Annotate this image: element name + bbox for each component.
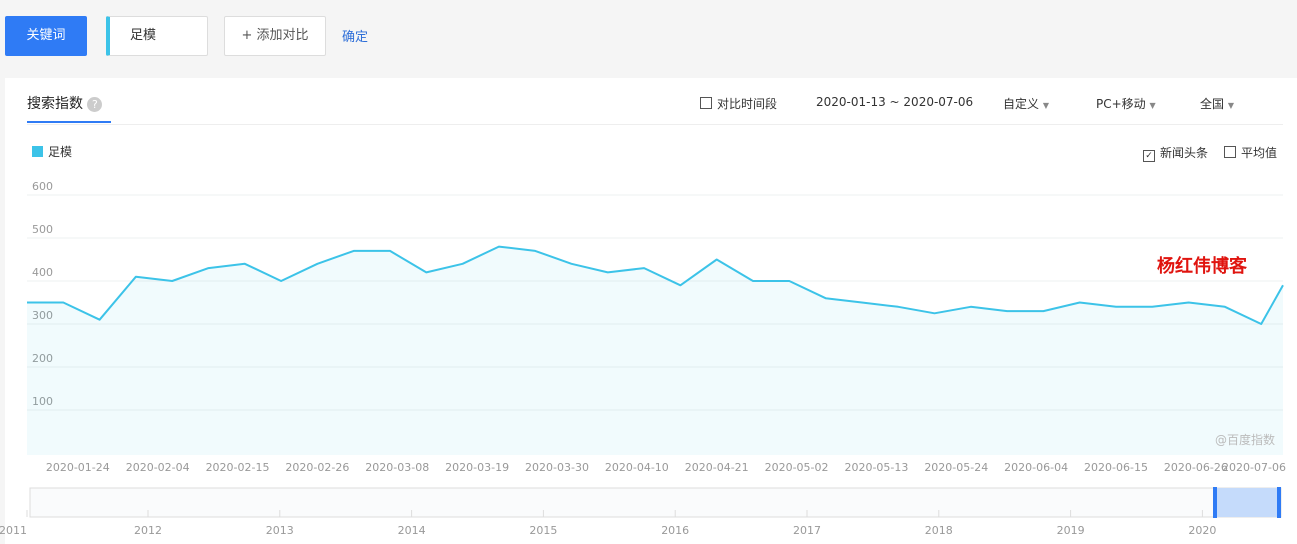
keyword-button[interactable]: 关键词 [5, 16, 87, 56]
x-tick-label: 2020-05-02 [765, 461, 829, 474]
tab[interactable]: 搜索指数 ? [27, 93, 103, 113]
x-tick-label: 2020-07-06 [1222, 461, 1286, 474]
timeline-year: 2011 [0, 524, 27, 537]
device[interactable]: PC+移动 ▼ [1096, 97, 1156, 111]
x-tick-label: 2020-05-13 [844, 461, 908, 474]
add-compare[interactable]: + 添加对比 [224, 16, 326, 56]
divider [27, 124, 1283, 125]
confirm[interactable]: 确定 [342, 30, 369, 45]
x-tick-label: 2020-02-26 [285, 461, 349, 474]
x-tick-label: 2020-03-19 [445, 461, 509, 474]
timeline-year: 2016 [661, 524, 689, 537]
x-tick-label: 2020-04-21 [685, 461, 749, 474]
region[interactable]: 全国 ▼ [1200, 97, 1234, 111]
timeline-year: 2018 [925, 524, 953, 537]
x-tick-label: 2020-01-24 [46, 461, 110, 474]
x-tick-label: 2020-06-26 [1164, 461, 1228, 474]
y-tick-label: 100 [32, 395, 53, 408]
x-tick-label: 2020-06-15 [1084, 461, 1148, 474]
timeline-year: 2017 [793, 524, 821, 537]
compare-toggle[interactable]: 对比时间段 [700, 95, 777, 112]
custom[interactable]: 自定义 ▼ [1003, 97, 1049, 111]
timeline-year: 2015 [529, 524, 557, 537]
y-tick-label: 300 [32, 309, 53, 322]
timeline-handle[interactable] [1213, 487, 1217, 518]
news-text: 新闻头条 [1160, 146, 1209, 160]
line [27, 245, 1284, 325]
y-tick-label: 200 [32, 352, 53, 365]
timeline-year: 2013 [266, 524, 294, 537]
keyword-text: 足模 [130, 28, 157, 43]
tab-text: 搜索指数 [27, 96, 83, 112]
timeline-year: 2012 [134, 524, 162, 537]
x-tick-label: 2020-04-10 [605, 461, 669, 474]
timeline-year: 2020 [1188, 524, 1216, 537]
watermark: 杨红伟博客 [1157, 256, 1247, 277]
tab-underline [27, 121, 111, 123]
area [27, 246, 1283, 455]
y-tick-label: 600 [32, 180, 53, 193]
device-text: PC+移动 [1096, 97, 1146, 111]
plot-area [27, 180, 1283, 455]
x-tick-label: 2020-02-04 [126, 461, 190, 474]
timeline-year: 2014 [398, 524, 426, 537]
legend-text: 足模 [48, 145, 73, 159]
region-text: 全国 [1200, 97, 1225, 111]
average-text: 平均值 [1241, 146, 1278, 160]
legend[interactable]: 足模 [32, 143, 72, 160]
x-tick-label: 2020-03-30 [525, 461, 589, 474]
date-range[interactable]: 2020-01-13 ~ 2020-07-06 [816, 95, 974, 109]
timeline-handle[interactable] [1277, 487, 1281, 518]
timeline-track[interactable] [29, 487, 1282, 518]
average-option[interactable]: 平均值 [1224, 144, 1277, 161]
help-icon[interactable]: ? [87, 97, 103, 112]
compare-text: 对比时间段 [717, 97, 778, 111]
x-tick-label: 2020-05-24 [924, 461, 988, 474]
button-text: 关键词 [26, 28, 66, 43]
timeline-year: 2019 [1057, 524, 1085, 537]
custom-text: 自定义 [1003, 97, 1040, 111]
timeline-selection[interactable] [1214, 488, 1281, 517]
y-tick-label: 400 [32, 266, 53, 279]
keyword-input[interactable]: 足模 [106, 16, 208, 56]
x-tick-label: 2020-06-04 [1004, 461, 1068, 474]
source: @百度指数 [1215, 433, 1276, 447]
add-text: 添加对比 [256, 28, 309, 43]
news-option[interactable]: ✓ 新闻头条 [1143, 144, 1208, 162]
x-tick-label: 2020-03-08 [365, 461, 429, 474]
x-tick-label: 2020-02-15 [206, 461, 270, 474]
y-tick-label: 500 [32, 223, 53, 236]
